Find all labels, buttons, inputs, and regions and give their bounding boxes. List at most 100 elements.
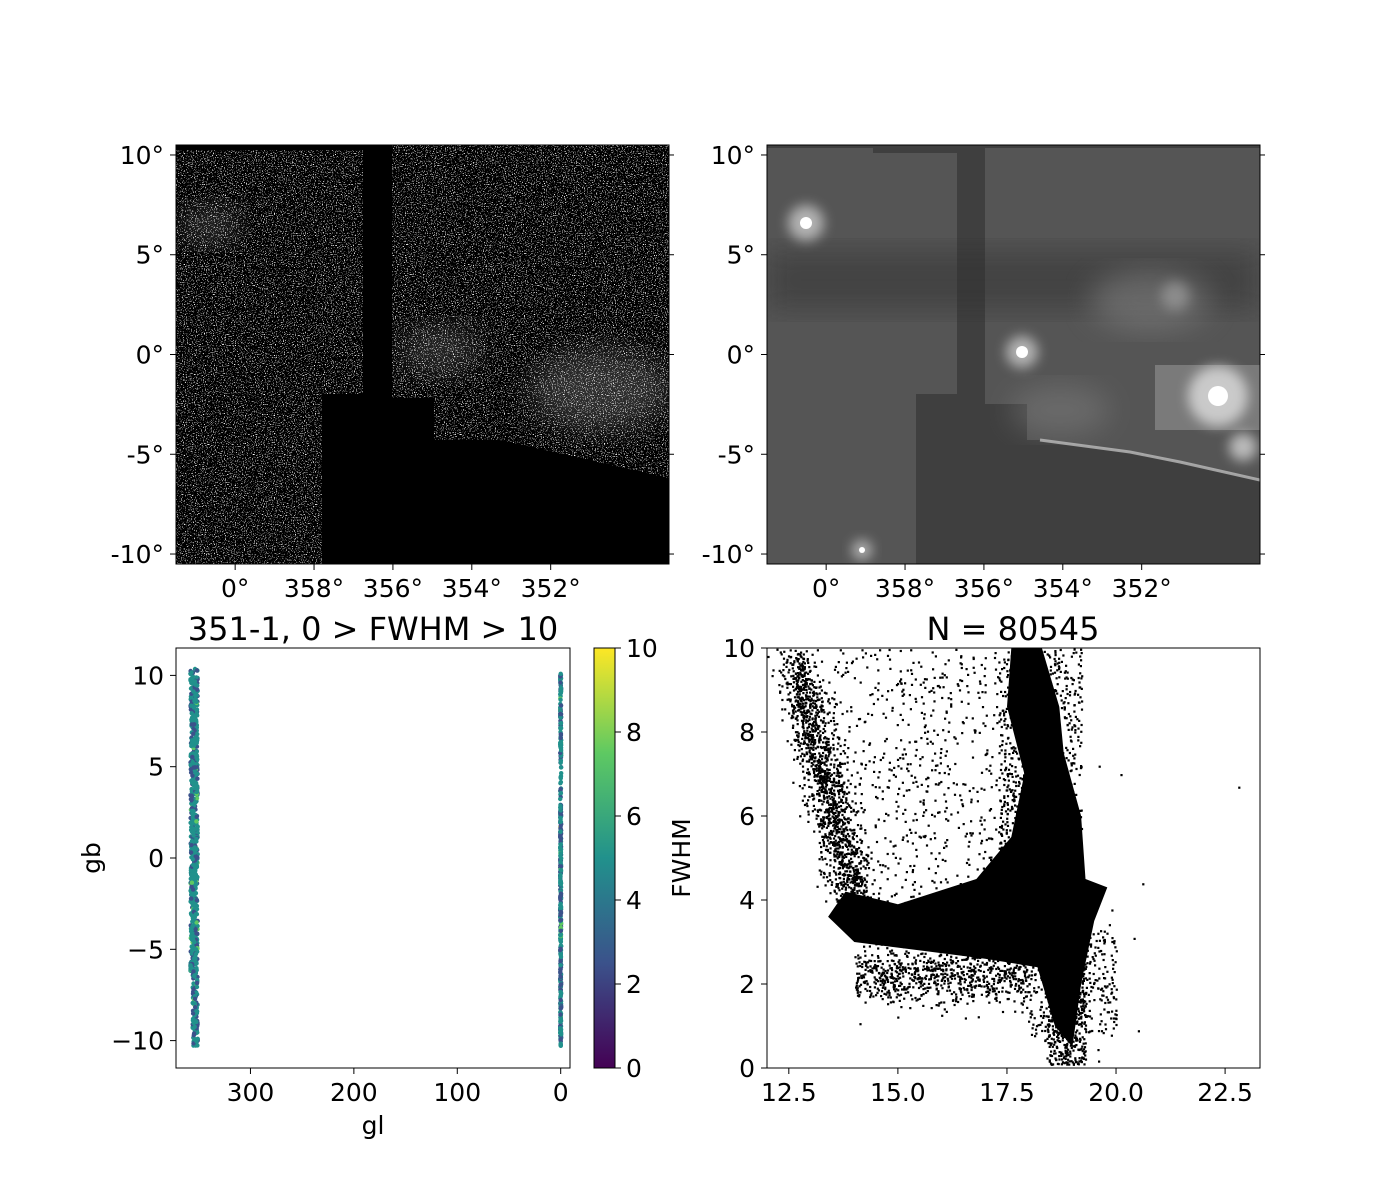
cmd-point — [957, 982, 960, 985]
cmd-point — [1015, 982, 1018, 986]
cmd-point — [978, 731, 981, 734]
cmd-point — [824, 736, 827, 739]
cmd-point — [962, 970, 965, 973]
cmd-point — [1006, 991, 1009, 994]
cmd-point — [862, 904, 865, 907]
cmd-point — [1018, 988, 1021, 991]
cmd-point — [822, 775, 825, 778]
cmd-point — [988, 982, 991, 985]
cmd-point — [807, 661, 810, 664]
cmd-point — [933, 832, 936, 835]
cmd-point — [941, 858, 944, 861]
cmd-point — [829, 859, 832, 862]
cmd-point — [820, 870, 823, 873]
cmd-point — [901, 886, 904, 889]
cmd-point — [850, 865, 853, 868]
cmd-point — [998, 872, 1001, 875]
cmd-point — [920, 696, 924, 699]
cmd-point — [1110, 954, 1113, 957]
cmd-point — [803, 709, 806, 712]
cmd-point — [868, 742, 872, 745]
cmd-point — [857, 898, 860, 901]
position-point — [558, 974, 563, 980]
cmd-point — [836, 769, 839, 772]
cmd-point — [914, 961, 917, 964]
cmd-point — [823, 775, 826, 778]
cmd-point — [996, 722, 999, 725]
cmd-point — [821, 803, 824, 806]
cmd-point — [803, 672, 806, 675]
cmd-point — [829, 790, 832, 793]
cmd-point — [874, 824, 877, 827]
cmd-point — [896, 966, 899, 970]
cmd-point — [1061, 773, 1064, 776]
cmd-point — [937, 963, 940, 967]
cmd-point — [1003, 965, 1006, 968]
position-point — [558, 952, 563, 957]
cmd-point — [835, 855, 838, 858]
cmd-point — [929, 838, 932, 841]
cmd-point — [896, 724, 899, 727]
cmd-point — [821, 770, 824, 773]
cmd-point — [922, 801, 925, 805]
cmd-point — [870, 857, 873, 860]
cmd-point — [985, 983, 989, 987]
cmd-point — [922, 799, 925, 802]
cmd-point — [860, 853, 863, 856]
cmd-point — [825, 748, 829, 752]
cmd-point — [1023, 888, 1026, 891]
cmd-point — [800, 656, 803, 659]
cmd-point — [831, 784, 834, 787]
position-point — [192, 996, 198, 1001]
cmd-point — [1016, 805, 1019, 808]
cmd-point — [925, 809, 928, 812]
cmd-point — [798, 693, 801, 696]
cmd-point — [1094, 964, 1097, 967]
cmd-point — [813, 771, 816, 775]
cmd-point — [828, 791, 831, 794]
cmd-point — [843, 752, 847, 755]
cmd-point — [1014, 872, 1017, 876]
cmd-point — [818, 692, 821, 695]
cmd-point — [848, 835, 851, 838]
cmd-point — [869, 969, 872, 972]
cmd-point — [911, 883, 915, 886]
cmd-point — [939, 756, 942, 759]
cmd-point — [838, 775, 841, 779]
cmd-point — [813, 775, 816, 778]
cmd-point — [962, 986, 965, 990]
cmd-point — [1065, 970, 1068, 973]
cmd-point — [853, 870, 856, 873]
cmd-point — [826, 811, 829, 814]
cmd-point — [939, 762, 942, 765]
cmd-point — [877, 682, 880, 685]
position-point — [191, 875, 197, 881]
cmd-point — [974, 980, 977, 983]
cmd-point — [1064, 1052, 1067, 1055]
cmd-point — [843, 743, 846, 747]
cmd-point — [870, 713, 874, 717]
cmd-point — [871, 940, 874, 943]
cmd-point — [812, 746, 815, 749]
cmd-point — [982, 980, 986, 983]
cmd-point — [889, 1001, 892, 1004]
cmd-point — [892, 952, 895, 955]
cmd-point — [1055, 961, 1058, 965]
cmd-point — [829, 810, 832, 813]
cmd-point — [892, 1001, 895, 1004]
cmd-point — [1074, 1022, 1077, 1025]
cmd-point — [985, 768, 988, 771]
cmd-point — [899, 935, 902, 938]
cmd-point — [831, 815, 834, 818]
cmd-point — [797, 736, 800, 739]
cmd-point — [1020, 962, 1024, 965]
cmd-point — [791, 663, 794, 666]
cmd-point — [841, 863, 844, 866]
cmd-point — [919, 982, 922, 985]
cmd-point — [959, 983, 962, 986]
cmd-point — [887, 989, 890, 992]
cmd-point — [964, 835, 967, 838]
position-point — [558, 903, 563, 908]
cmd-point — [894, 874, 897, 877]
cmd-point — [852, 869, 855, 872]
